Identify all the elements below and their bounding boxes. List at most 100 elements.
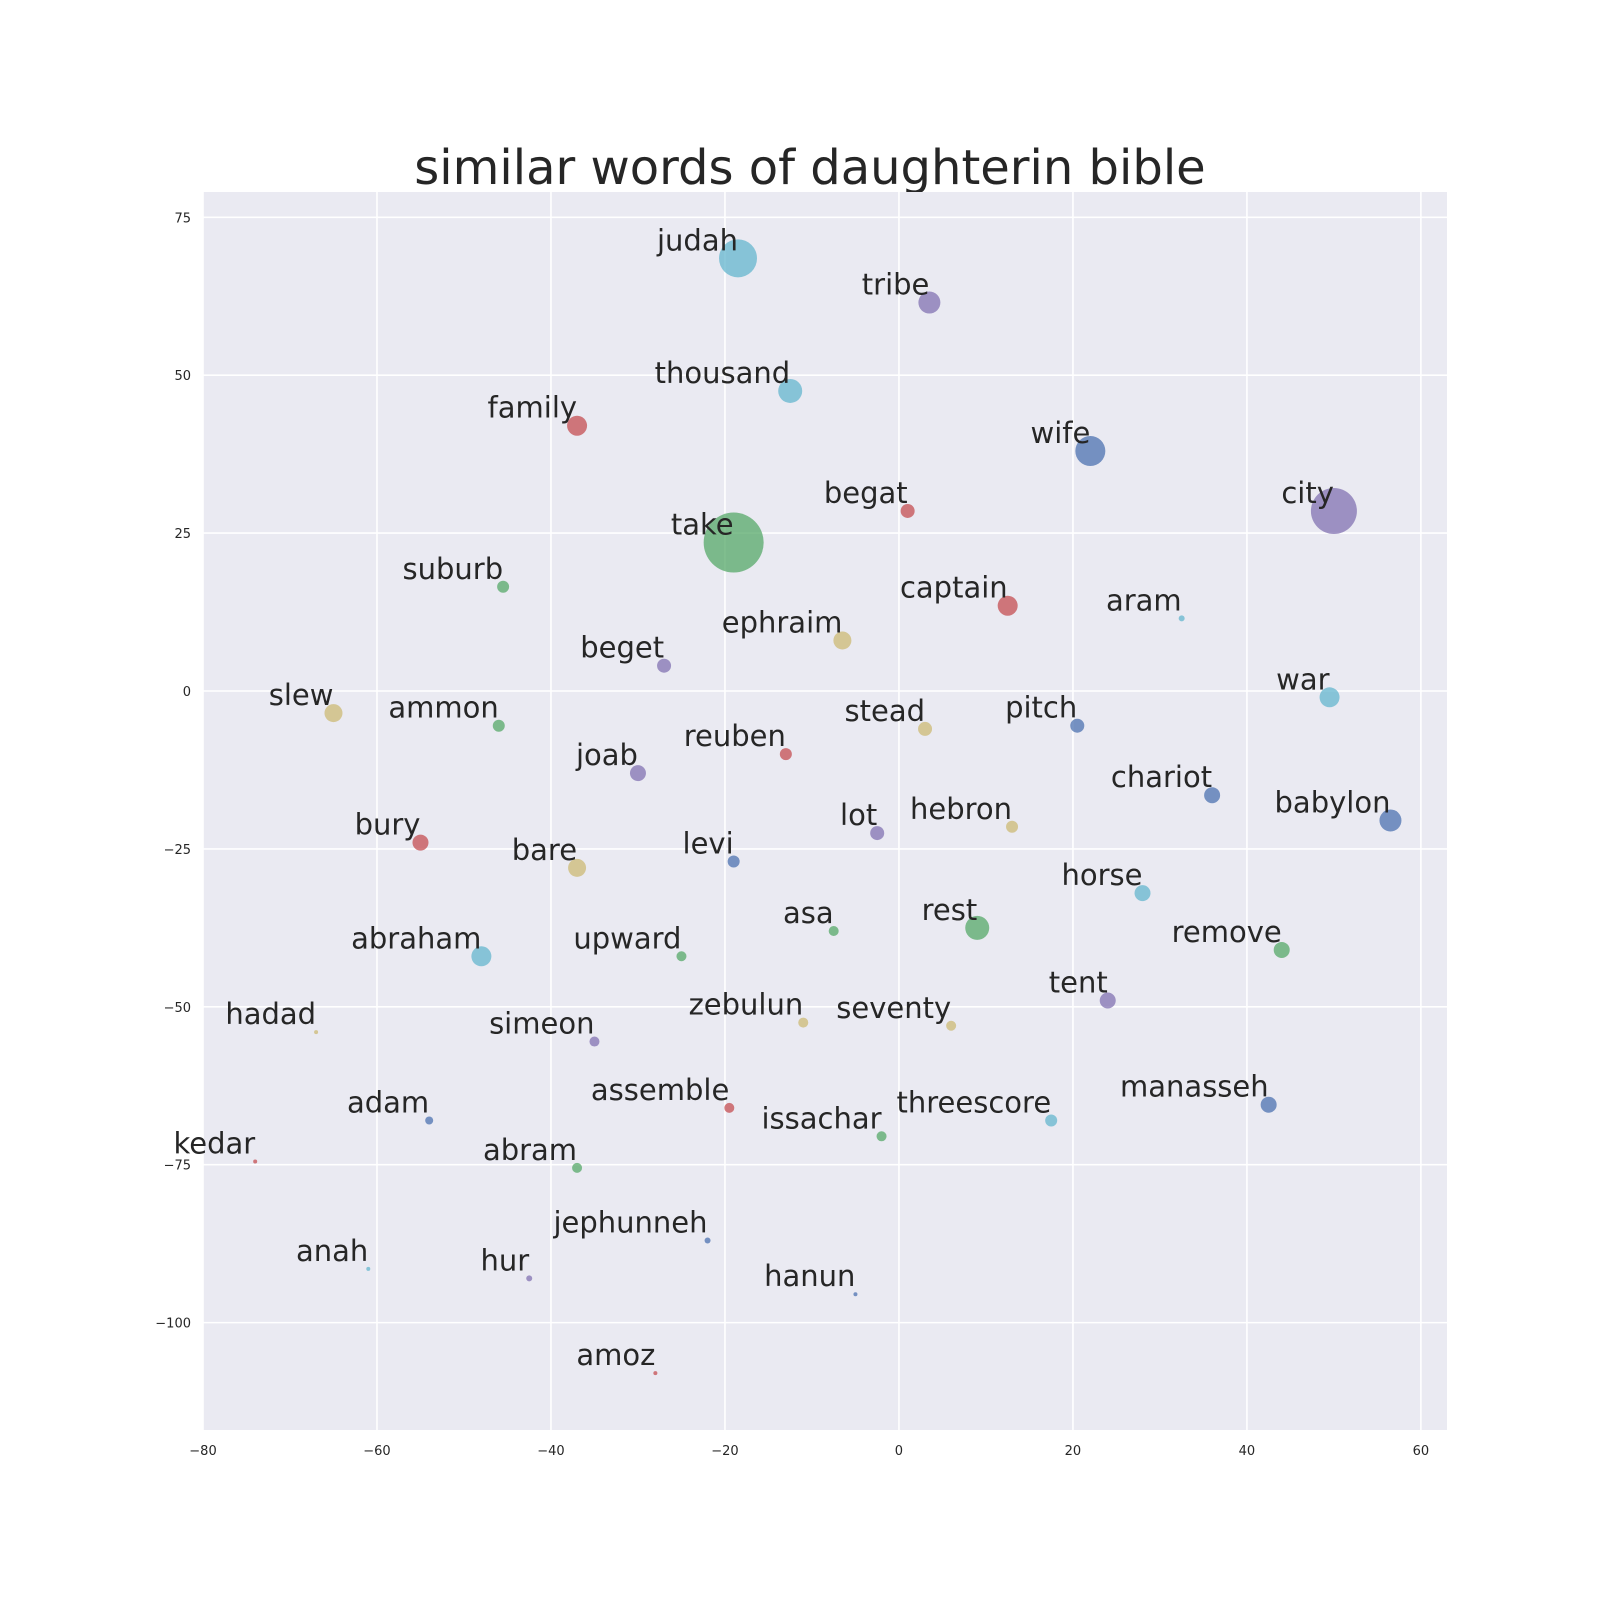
x-tick-label: −80 [189, 1444, 216, 1459]
point-take [703, 512, 764, 573]
point-amoz [653, 1371, 658, 1376]
point-hebron [1006, 820, 1019, 833]
point-ephraim [833, 631, 852, 650]
label-hanun: hanun [764, 1259, 855, 1293]
point-aram [1178, 615, 1185, 622]
label-slew: slew [269, 678, 334, 712]
label-hadad: hadad [225, 997, 316, 1031]
x-tick-label: 20 [1065, 1444, 1082, 1459]
point-babylon [1379, 809, 1402, 832]
point-tribe [918, 291, 941, 314]
point-kedar [253, 1159, 258, 1164]
point-hur [526, 1275, 533, 1282]
y-tick-label: −25 [164, 843, 191, 858]
point-seventy [946, 1020, 957, 1031]
label-abraham: abraham [351, 921, 481, 955]
y-tick-label: −50 [164, 1001, 191, 1016]
y-tick-label: −75 [164, 1159, 191, 1174]
point-hanun [853, 1292, 858, 1297]
label-begat: begat [824, 476, 908, 510]
label-kedar: kedar [173, 1127, 255, 1161]
label-lot: lot [840, 798, 877, 832]
point-anah [366, 1266, 371, 1271]
label-reuben: reuben [684, 719, 786, 753]
label-aram: aram [1106, 583, 1182, 617]
label-anah: anah [296, 1234, 368, 1268]
point-wife [1075, 435, 1106, 466]
point-abram [572, 1162, 583, 1173]
label-jephunneh: jephunneh [552, 1206, 707, 1240]
label-bare: bare [512, 833, 577, 867]
point-joab [629, 765, 646, 782]
label-remove: remove [1172, 915, 1282, 949]
label-wife: wife [1031, 416, 1091, 450]
point-levi [727, 855, 740, 868]
plot-area [203, 192, 1447, 1430]
point-assemble [724, 1102, 735, 1113]
label-beget: beget [580, 631, 664, 665]
y-tick-label: 75 [174, 211, 191, 226]
point-captain [997, 595, 1018, 616]
point-city [1310, 487, 1357, 534]
label-tribe: tribe [862, 268, 930, 302]
y-tick-label: 50 [174, 369, 191, 384]
label-manasseh: manasseh [1120, 1070, 1269, 1104]
point-threescore [1045, 1114, 1058, 1127]
label-judah: judah [656, 223, 738, 257]
point-ammon [492, 719, 505, 732]
point-reuben [779, 748, 792, 761]
x-tick-label: −60 [363, 1444, 390, 1459]
point-adam [425, 1116, 434, 1125]
point-jephunneh [704, 1237, 711, 1244]
point-beget [657, 658, 672, 673]
point-issachar [876, 1131, 887, 1142]
point-war [1319, 687, 1340, 708]
label-upward: upward [573, 921, 681, 955]
point-simeon [589, 1036, 600, 1047]
label-threescore: threescore [897, 1086, 1052, 1120]
point-remove [1273, 941, 1290, 958]
chart-title: similar words of daughterin bible [414, 140, 1205, 196]
label-bury: bury [355, 808, 421, 842]
label-joab: joab [575, 738, 638, 772]
axis-ticks: −80 −60 −40 −20 0 20 40 60 −100 −75 −50 −25 0 25 50 75 [155, 211, 1429, 1459]
label-levi: levi [683, 827, 734, 861]
label-abram: abram [483, 1133, 577, 1167]
point-family [567, 415, 588, 436]
label-hur: hur [481, 1243, 530, 1277]
point-abraham [471, 946, 492, 967]
label-suburb: suburb [403, 552, 504, 586]
x-tick-label: 0 [895, 1444, 903, 1459]
x-tick-label: 40 [1239, 1444, 1256, 1459]
label-pitch: pitch [1005, 691, 1077, 725]
label-hebron: hebron [910, 792, 1012, 826]
point-chariot [1204, 787, 1221, 804]
point-zebulun [798, 1017, 809, 1028]
point-begat [900, 503, 915, 518]
point-horse [1134, 885, 1151, 902]
y-tick-label: 25 [174, 527, 191, 542]
data-points [253, 239, 1402, 1376]
label-chariot: chariot [1111, 760, 1212, 794]
point-bare [568, 858, 587, 877]
label-family: family [488, 391, 578, 425]
point-lot [870, 826, 885, 841]
x-tick-label: −40 [537, 1444, 564, 1459]
point-manasseh [1260, 1096, 1277, 1113]
point-hadad [314, 1030, 319, 1035]
point-upward [676, 951, 687, 962]
grid-lines [202, 192, 1447, 1430]
point-suburb [497, 580, 510, 593]
point-tent [1099, 992, 1116, 1009]
label-assemble: assemble [591, 1073, 729, 1107]
label-amoz: amoz [576, 1338, 655, 1372]
label-simeon: simeon [489, 1007, 594, 1041]
point-slew [324, 704, 343, 723]
point-stead [918, 721, 933, 736]
label-adam: adam [347, 1086, 429, 1120]
label-asa: asa [783, 896, 834, 930]
label-seventy: seventy [836, 991, 951, 1025]
x-tick-label: 60 [1413, 1444, 1430, 1459]
point-bury [412, 834, 429, 851]
